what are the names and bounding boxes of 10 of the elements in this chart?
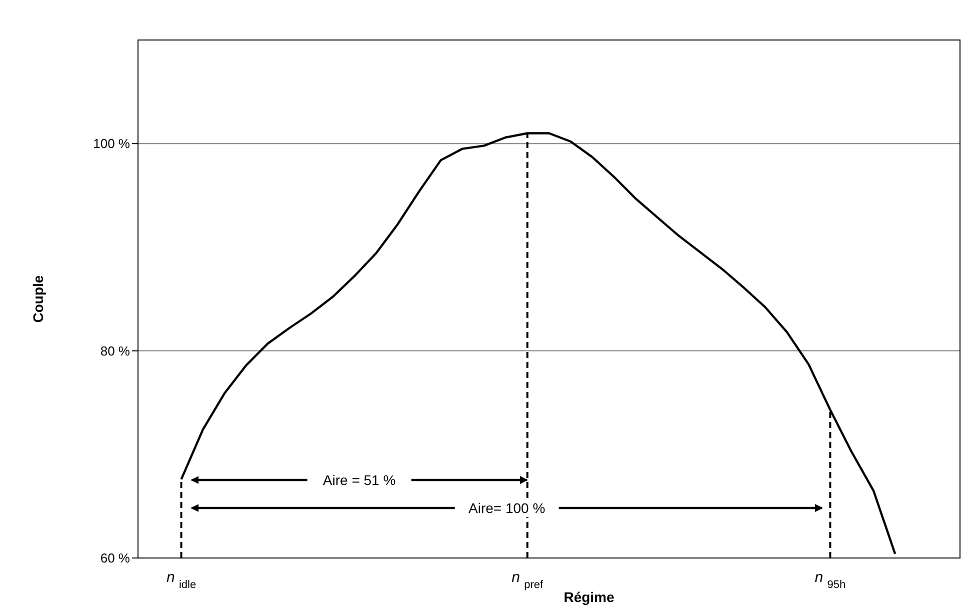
x-tick-label: n$_{pref}$ (512, 569, 544, 591)
x-tick-label: n$_{95h}$ (814, 569, 846, 591)
y-tick-label: 60 % (100, 550, 130, 566)
y-tick-label: 100 % (93, 136, 130, 152)
annotation: Aire = 51 % (322, 472, 396, 488)
y-axis-title: Couple (30, 275, 46, 323)
x-axis-title: Régime (564, 589, 614, 605)
y-tick-label: 80 % (100, 343, 130, 358)
annotation: Aire= 100 % (468, 500, 546, 516)
x-tick-label: n$_{idle}$ (166, 569, 196, 591)
